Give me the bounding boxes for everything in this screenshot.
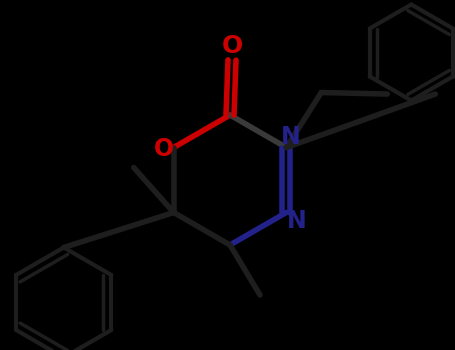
Text: O: O [222,34,243,58]
Text: N: N [286,209,306,232]
Text: N: N [280,126,300,149]
Text: O: O [154,138,174,161]
